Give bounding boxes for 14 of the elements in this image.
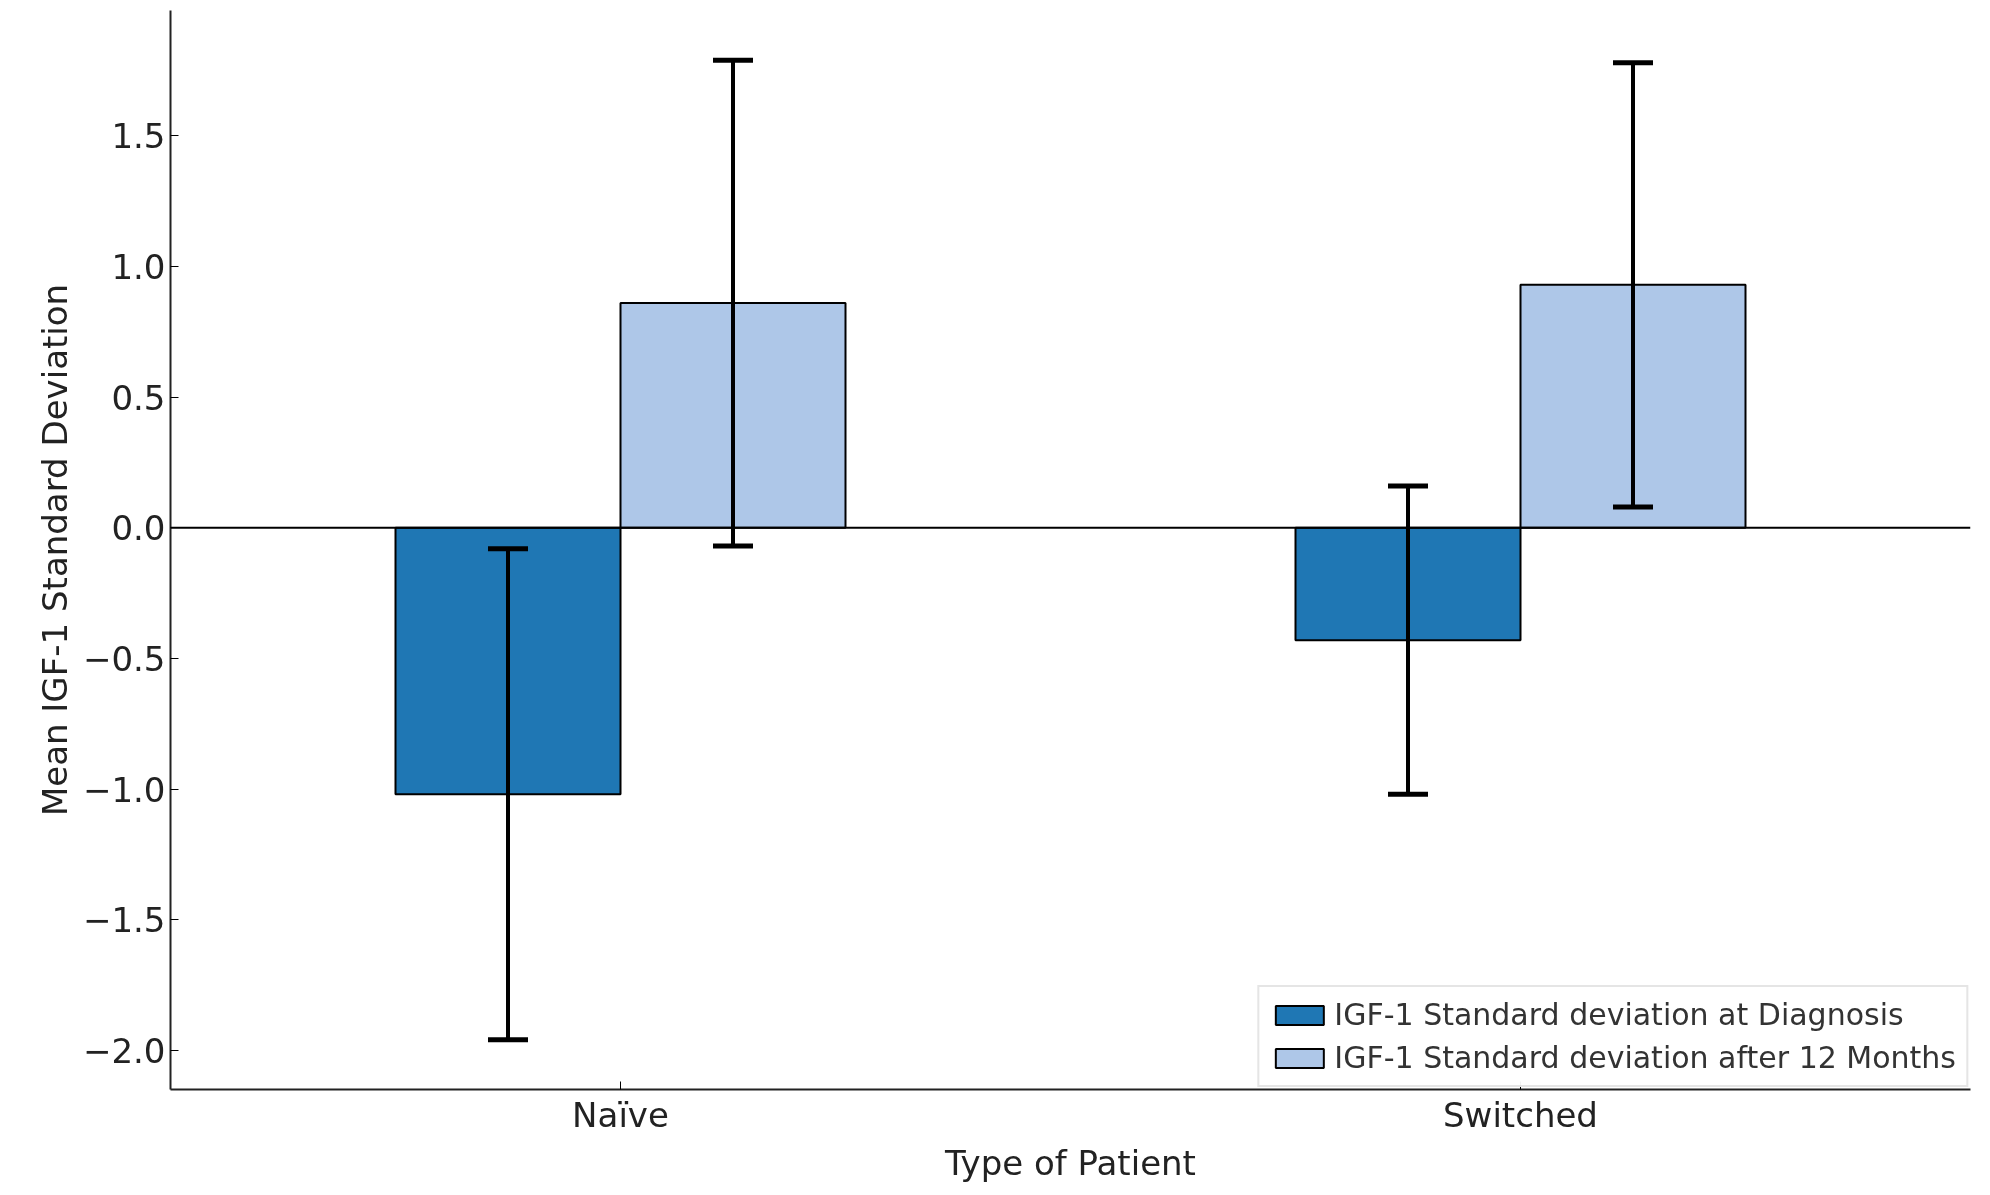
y-tick-label: −0.5 (82, 638, 166, 679)
y-tick-label: −1.0 (82, 769, 166, 810)
y-tick-label: −1.5 (82, 900, 166, 941)
y-tick-label: −2.0 (82, 1030, 166, 1071)
x-tick-label: Naïve (572, 1094, 669, 1135)
legend-label: IGF-1 Standard deviation after 12 Months (1334, 1040, 1956, 1075)
x-axis-title: Type of Patient (944, 1142, 1196, 1183)
y-tick-label: 0.0 (111, 508, 166, 549)
y-tick-label: 1.0 (111, 247, 166, 288)
x-tick-label: Switched (1443, 1094, 1598, 1135)
y-axis-title: Mean IGF-1 Standard Deviation (34, 283, 75, 817)
y-tick-label: 0.5 (111, 377, 166, 418)
legend-label: IGF-1 Standard deviation at Diagnosis (1334, 997, 1904, 1032)
y-tick-label: 1.5 (111, 116, 166, 157)
